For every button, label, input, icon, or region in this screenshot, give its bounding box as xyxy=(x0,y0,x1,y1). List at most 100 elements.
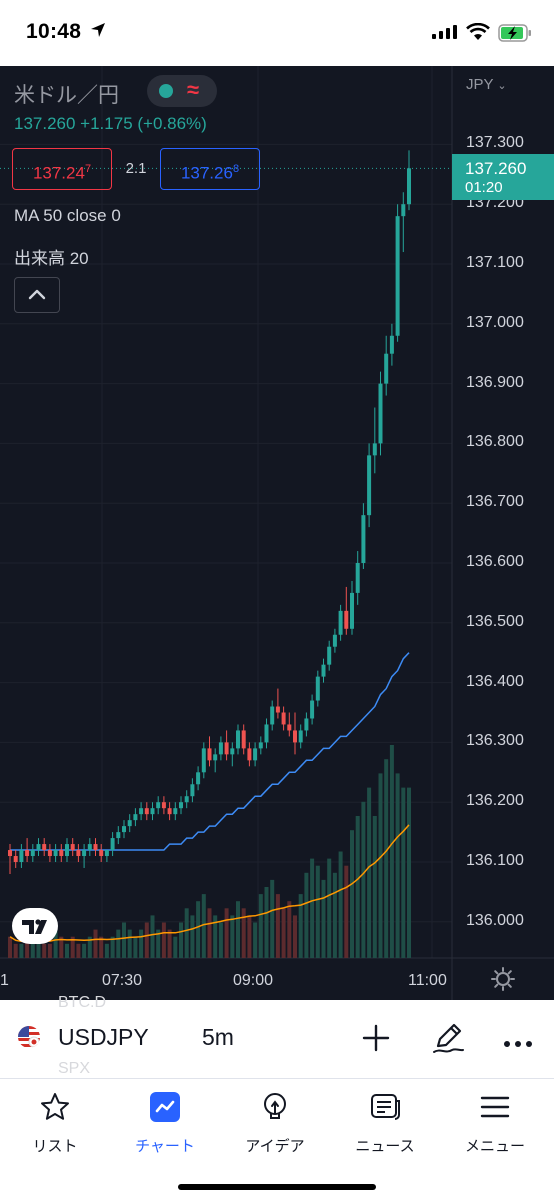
volume-bar xyxy=(36,936,41,958)
candle xyxy=(264,724,269,743)
cellular-signal-icon xyxy=(432,25,458,44)
volume-bar xyxy=(201,894,206,958)
candle xyxy=(184,796,189,803)
candle xyxy=(116,832,121,839)
volume-bar xyxy=(13,943,18,958)
symbol-bar: BTC.D USDJPY 5m SPX xyxy=(0,994,554,1078)
price-tick: 137.300 xyxy=(466,134,524,152)
price-tick: 137.100 xyxy=(466,254,524,271)
candle xyxy=(310,700,315,719)
candle xyxy=(338,610,343,635)
volume-bar xyxy=(76,943,81,958)
bottom-tab-bar: リスト チャート アイデア ニュース メニュー xyxy=(0,1078,554,1200)
volume-indicator-label[interactable]: 出来高 20 xyxy=(14,249,89,268)
menu-icon xyxy=(480,1096,510,1118)
price-tick: 136.000 xyxy=(466,911,524,929)
news-icon xyxy=(371,1094,400,1120)
status-bar: 10:48 xyxy=(0,0,554,66)
volume-bar xyxy=(281,908,286,958)
volume-bar xyxy=(264,887,269,958)
volume-bar xyxy=(156,929,161,958)
candle xyxy=(127,820,132,827)
candle xyxy=(25,850,30,857)
volume-bar xyxy=(224,908,229,958)
candle xyxy=(287,724,292,731)
candle xyxy=(355,563,360,593)
volume-bar xyxy=(116,929,121,958)
chart-settings-gear-icon[interactable] xyxy=(490,966,516,997)
price-tick: 136.800 xyxy=(466,433,524,451)
chevron-down-icon: ⌄ xyxy=(497,80,507,92)
volume-bar xyxy=(184,908,189,958)
candle xyxy=(350,592,354,629)
interval-selector[interactable]: 5m xyxy=(202,1024,234,1050)
add-plus-icon[interactable] xyxy=(362,1024,390,1057)
tab-news[interactable]: ニュース xyxy=(330,1089,440,1159)
watchlist-peek-above[interactable]: BTC.D xyxy=(58,994,106,1011)
candle xyxy=(144,808,149,815)
symbol-title[interactable]: 米ドル／円 xyxy=(14,84,119,107)
chart-panel[interactable]: 米ドル／円 ≈ 137.260 +1.175 (+0.86%) 137.247 … xyxy=(0,66,554,1000)
price-tick: 136.400 xyxy=(466,672,524,690)
volume-bar xyxy=(127,929,132,958)
tab-chart[interactable]: チャート xyxy=(110,1089,220,1159)
price-tick: 136.200 xyxy=(466,792,524,810)
price-tick: 136.500 xyxy=(466,612,524,630)
volume-bar xyxy=(407,787,411,958)
candle xyxy=(201,748,206,773)
more-options-icon[interactable] xyxy=(503,1035,533,1053)
candle xyxy=(253,748,258,761)
candle xyxy=(407,168,411,205)
volume-bar xyxy=(350,830,354,958)
candle xyxy=(270,706,275,725)
candle xyxy=(110,838,115,851)
candle xyxy=(19,850,24,862)
volume-bar xyxy=(19,943,24,958)
collapse-indicators-button[interactable] xyxy=(14,277,60,313)
candle xyxy=(167,808,172,815)
candle xyxy=(213,754,218,761)
tradingview-logo-icon[interactable] xyxy=(12,908,58,944)
quote-change: 137.260 +1.175 (+0.86%) xyxy=(14,114,207,133)
candle xyxy=(65,844,69,857)
volume-bar xyxy=(389,745,394,958)
candle xyxy=(304,718,309,731)
candle xyxy=(230,748,235,755)
candle xyxy=(42,844,47,851)
volume-bar xyxy=(82,943,87,958)
volume-bar xyxy=(338,851,343,958)
delayed-data-icon: ≈ xyxy=(187,77,200,102)
buy-button[interactable]: 137.268 xyxy=(160,148,260,190)
time-tick: 11:00 xyxy=(408,972,447,989)
lightbulb-icon xyxy=(264,1093,286,1119)
tab-ideas[interactable]: アイデア xyxy=(220,1089,330,1159)
volume-bar xyxy=(332,872,337,958)
volume-bar xyxy=(310,858,315,958)
volume-bar xyxy=(270,879,275,958)
tab-menu[interactable]: メニュー xyxy=(440,1089,550,1159)
sell-button[interactable]: 137.247 xyxy=(12,148,112,190)
ma-indicator-label[interactable]: MA 50 close 0 xyxy=(14,206,121,225)
candle xyxy=(332,634,337,647)
watchlist-peek-below[interactable]: SPX xyxy=(58,1060,91,1077)
symbol-selector[interactable]: USDJPY xyxy=(58,1024,149,1050)
price-chart[interactable] xyxy=(0,66,554,1000)
tab-label: アイデア xyxy=(245,1138,305,1155)
star-icon xyxy=(41,1093,69,1120)
volume-bar xyxy=(213,915,218,958)
volume-bar xyxy=(70,936,75,958)
volume-bar xyxy=(372,816,377,958)
tab-label: チャート xyxy=(135,1138,195,1155)
drawing-pen-icon[interactable] xyxy=(430,1020,466,1061)
volume-bar xyxy=(42,943,47,958)
volume-ma-line xyxy=(9,824,410,943)
candle xyxy=(361,515,366,563)
candle xyxy=(30,850,35,857)
spread-value: 2.1 xyxy=(125,160,147,177)
currency-selector[interactable]: JPY ⌄ xyxy=(466,76,507,93)
volume-bar xyxy=(167,929,172,958)
market-status-pill[interactable]: ≈ xyxy=(147,75,217,107)
tab-list[interactable]: リスト xyxy=(0,1089,110,1159)
volume-bar xyxy=(196,901,201,958)
volume-bar xyxy=(293,915,297,958)
